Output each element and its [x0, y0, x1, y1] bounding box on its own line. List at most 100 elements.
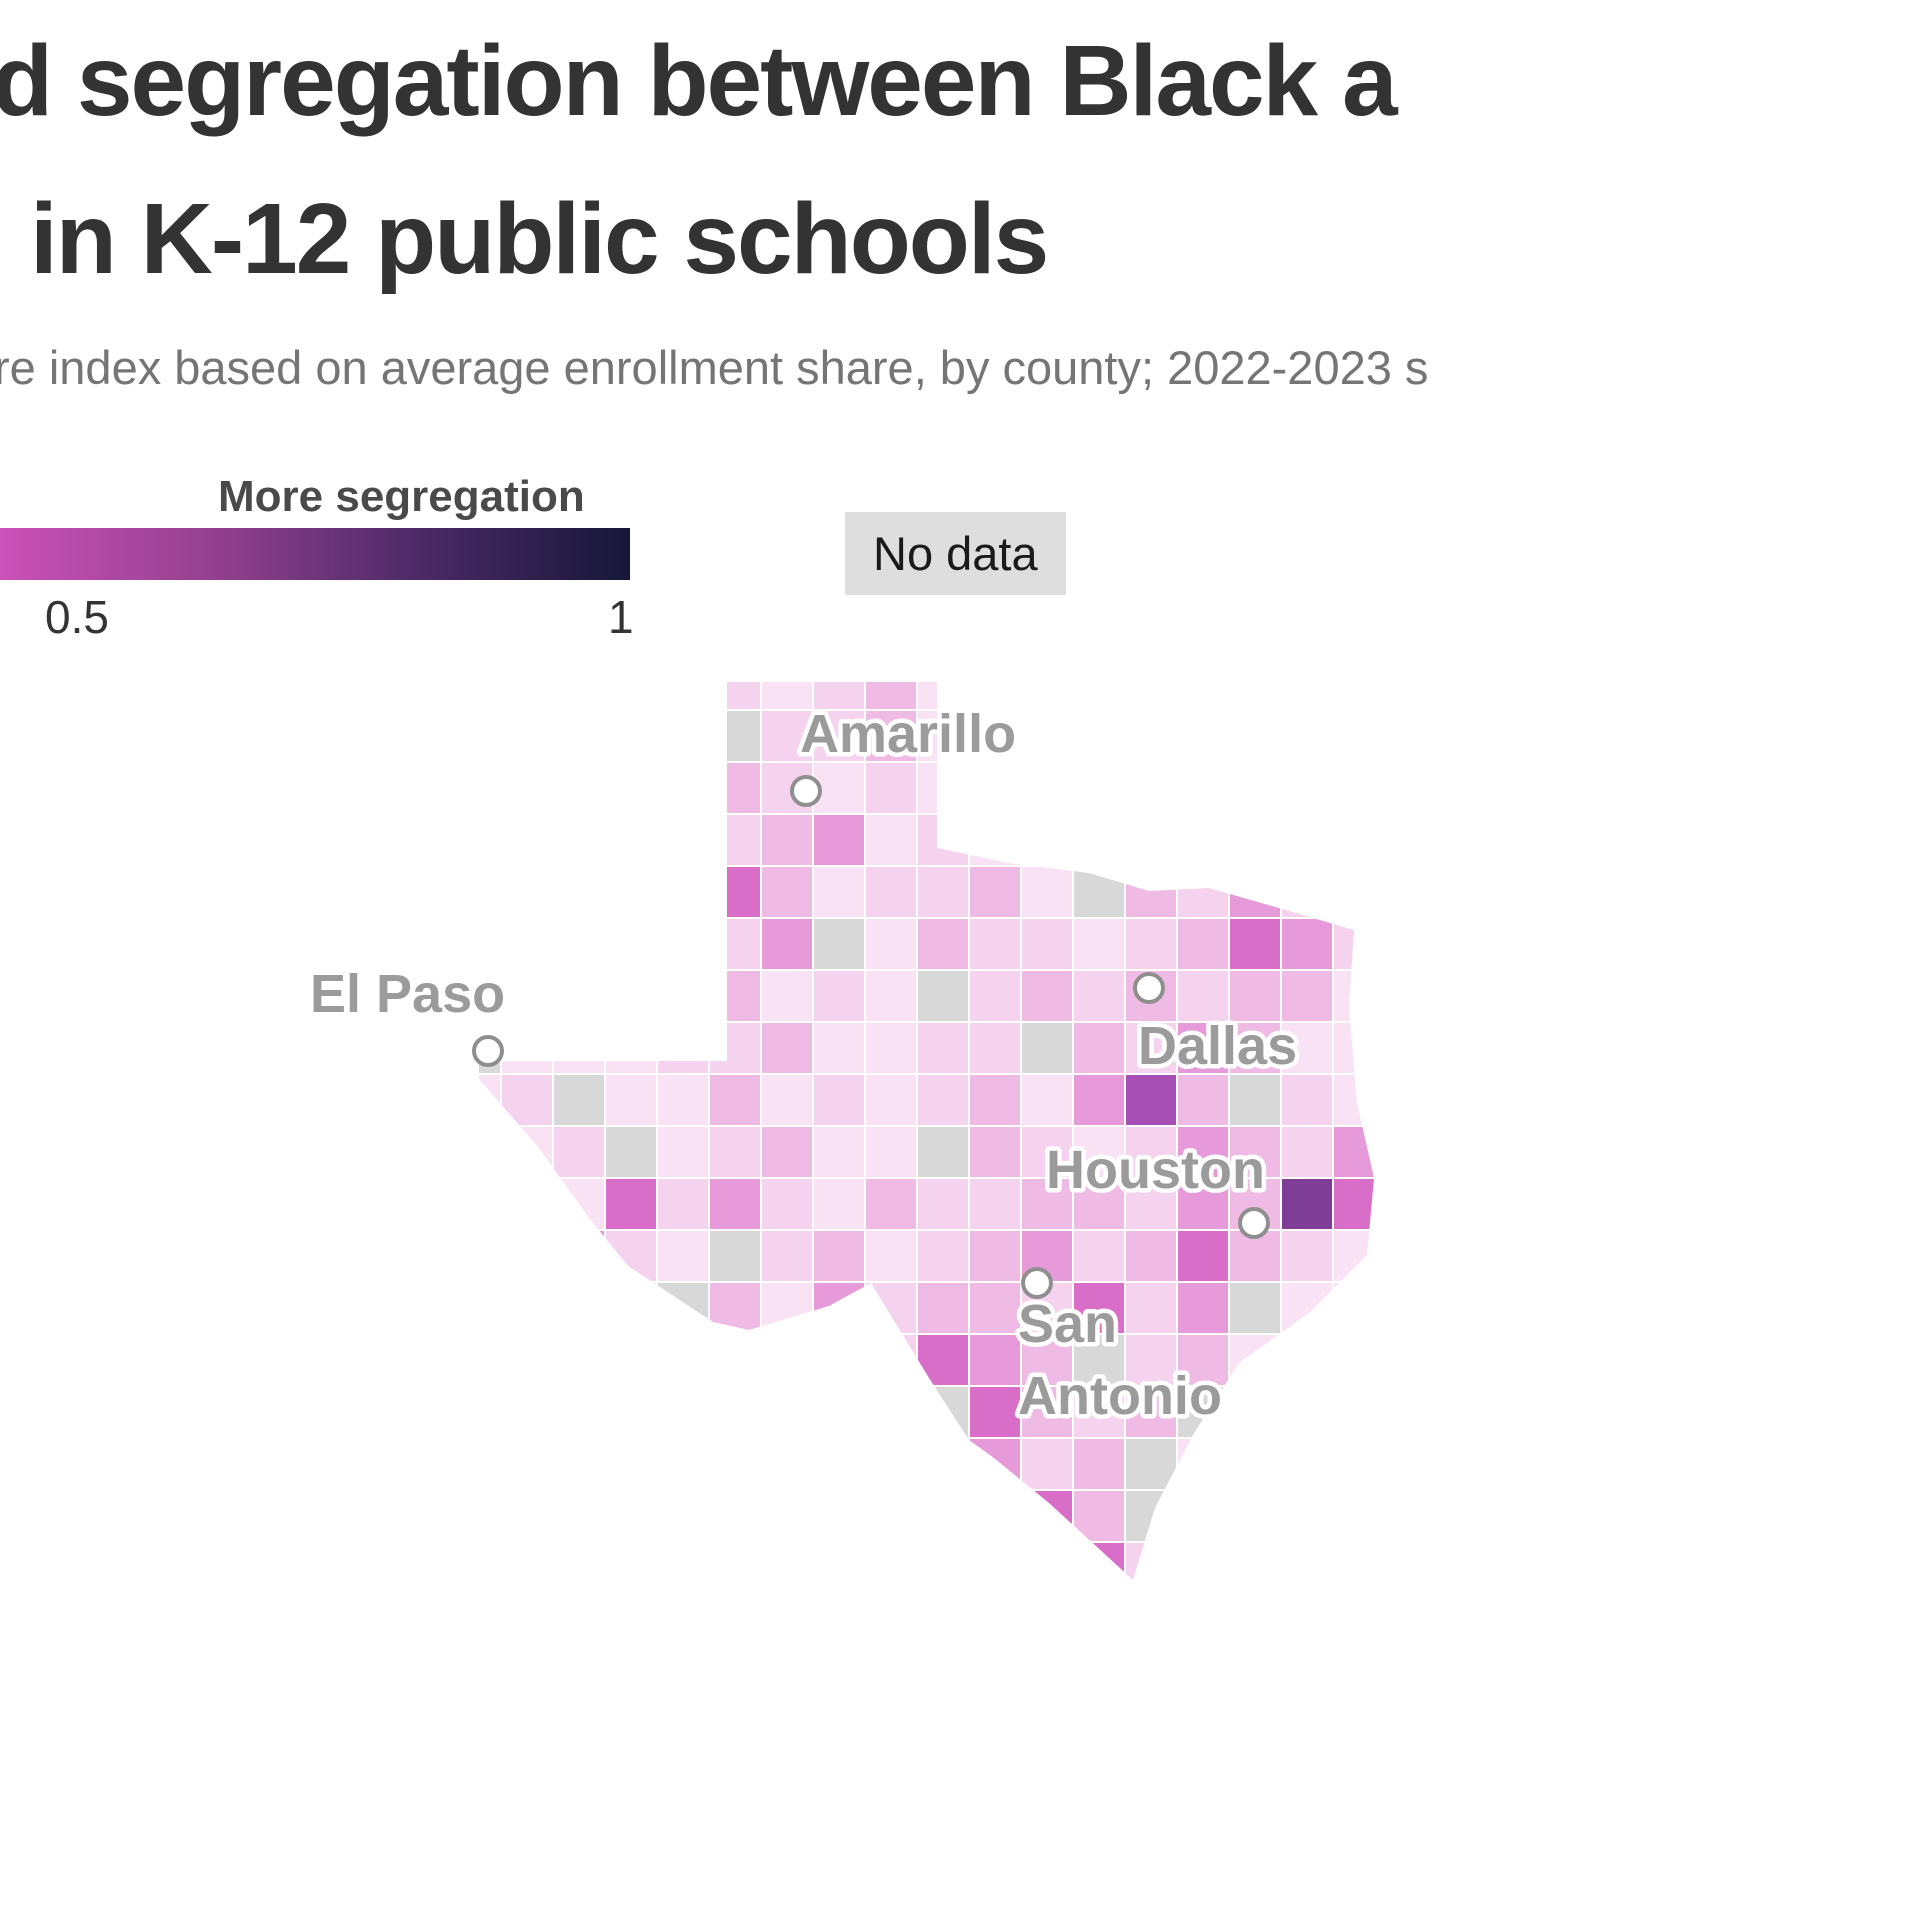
county-cell: [1228, 1489, 1282, 1543]
county-cell: [916, 917, 970, 971]
county-cell: [864, 1281, 918, 1335]
city-marker: [790, 775, 822, 807]
legend-no-data-label: No data: [845, 512, 1066, 595]
county-cell: [1332, 682, 1374, 711]
county-cell: [812, 1021, 866, 1075]
county-cell: [500, 682, 554, 711]
county-cell: [968, 1333, 1022, 1387]
county-cell: [656, 1385, 710, 1439]
county-cell: [812, 917, 866, 971]
county-cell: [479, 1333, 502, 1387]
county-cell: [1124, 1281, 1178, 1335]
county-cell: [1280, 709, 1334, 763]
county-cell: [1280, 761, 1334, 815]
county-cell: [479, 813, 502, 867]
county-cell: [812, 1385, 866, 1439]
county-cell: [1332, 1333, 1374, 1387]
county-cell: [968, 1385, 1022, 1439]
county-cell: [500, 1229, 554, 1283]
county-cell: [968, 682, 1022, 711]
county-cell: [968, 917, 1022, 971]
legend-max-label: 1: [608, 591, 634, 643]
county-cell: [968, 1021, 1022, 1075]
county-cell: [760, 1125, 814, 1179]
county-cell: [864, 682, 918, 711]
county-cell: [708, 1021, 762, 1075]
county-cell: [1020, 969, 1074, 1023]
county-cell: [1176, 969, 1230, 1023]
county-cell: [656, 969, 710, 1023]
county-cell: [656, 761, 710, 815]
county-cell: [760, 1021, 814, 1075]
county-cell: [812, 682, 866, 711]
county-cell: [1228, 969, 1282, 1023]
county-cell: [708, 1489, 762, 1543]
county-cell: [1228, 1073, 1282, 1127]
county-cell: [1332, 865, 1374, 919]
county-cell: [1072, 1333, 1126, 1387]
county-cell: [1280, 1125, 1334, 1179]
county-cell: [968, 865, 1022, 919]
county-cell: [656, 813, 710, 867]
county-cell: [708, 1125, 762, 1179]
county-cell: [864, 1437, 918, 1491]
county-cell: [479, 1281, 502, 1335]
county-cell: [656, 1541, 710, 1580]
county-cell: [1280, 1073, 1334, 1127]
county-cell: [479, 917, 502, 971]
county-cell: [968, 1229, 1022, 1283]
county-cell: [1228, 1437, 1282, 1491]
county-cell: [1176, 761, 1230, 815]
county-cell: [1332, 1385, 1374, 1439]
county-cell: [1332, 1437, 1374, 1491]
county-cell: [1124, 1125, 1178, 1179]
county-cell: [760, 1385, 814, 1439]
county-cell: [604, 1073, 658, 1127]
county-cell: [864, 1073, 918, 1127]
county-cell: [1228, 813, 1282, 867]
county-cell: [656, 709, 710, 763]
county-cell: [812, 865, 866, 919]
county-cell: [552, 865, 606, 919]
county-cell: [479, 1073, 502, 1127]
county-cell: [500, 1437, 554, 1491]
county-cell: [708, 761, 762, 815]
county-cell: [760, 1229, 814, 1283]
county-cell: [1072, 917, 1126, 971]
county-cell: [968, 1281, 1022, 1335]
county-cell: [1176, 813, 1230, 867]
county-cell: [1280, 1177, 1334, 1231]
county-cell: [708, 1073, 762, 1127]
county-cell: [1072, 682, 1126, 711]
county-cell: [604, 1541, 658, 1580]
county-cell: [916, 1073, 970, 1127]
county-cell: [552, 682, 606, 711]
city-marker: [1133, 972, 1165, 1004]
county-cell: [1228, 917, 1282, 971]
county-cell: [708, 709, 762, 763]
county-cell: [708, 682, 762, 711]
county-cell: [604, 1281, 658, 1335]
county-cell: [1280, 1437, 1334, 1491]
county-cell: [604, 917, 658, 971]
county-cell: [708, 1541, 762, 1580]
county-cell: [708, 1229, 762, 1283]
county-cell: [552, 1229, 606, 1283]
county-cell: [1176, 682, 1230, 711]
county-cell: [864, 1125, 918, 1179]
county-cell: [812, 1437, 866, 1491]
county-cell: [864, 1541, 918, 1580]
county-cell: [1072, 865, 1126, 919]
county-cell: [656, 1073, 710, 1127]
county-cell: [1020, 1541, 1074, 1580]
county-cell: [1280, 1281, 1334, 1335]
county-cell: [1176, 1541, 1230, 1580]
county-cell: [1072, 1385, 1126, 1439]
county-cell: [864, 917, 918, 971]
county-cell: [916, 1177, 970, 1231]
county-cell: [500, 1333, 554, 1387]
county-cell: [968, 1073, 1022, 1127]
county-cell: [552, 969, 606, 1023]
county-cell: [760, 1177, 814, 1231]
